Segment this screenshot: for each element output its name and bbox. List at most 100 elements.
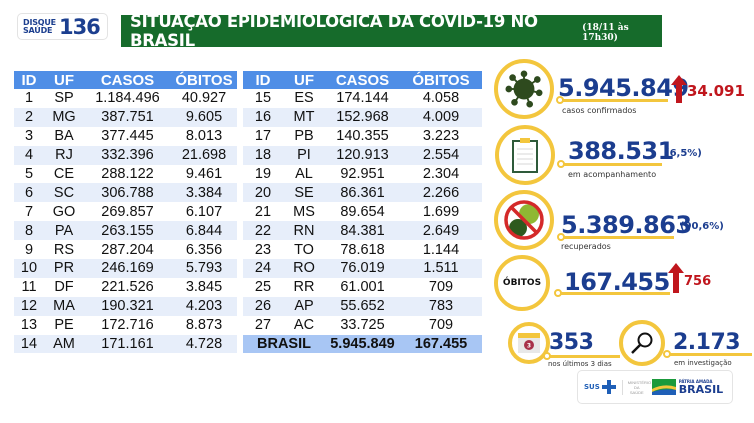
arrow-up-icon <box>671 75 687 103</box>
confirmed-underline <box>560 99 668 102</box>
monitoring-label: em acompanhamento <box>568 170 657 179</box>
cell-obitos: 21.698 <box>181 147 227 164</box>
deaths-badge-circle: ÓBITOS <box>494 255 550 311</box>
cell-uf: AC <box>293 317 315 334</box>
cell-uf: CE <box>53 166 75 182</box>
table-row: 14 AM 171.161 4.728 <box>14 334 237 354</box>
col-uf: UF <box>294 71 314 89</box>
cell-casos: 76.019 <box>340 260 385 277</box>
cell-uf: SC <box>53 184 75 201</box>
cell-uf: PR <box>53 260 75 277</box>
logo-text: DISQUE SAÚDE <box>23 17 56 35</box>
cell-obitos: 6.107 <box>185 203 223 220</box>
cell-id: 19 <box>254 166 272 182</box>
logo-number: 136 <box>58 14 101 39</box>
deaths-delta: 756 <box>684 274 712 289</box>
table-row: 18 PI 120.913 2.554 <box>243 145 482 165</box>
total-casos: 5.945.849 <box>330 336 395 353</box>
cell-uf: MS <box>293 203 315 220</box>
table-row: 17 PB 140.355 3.223 <box>243 127 482 146</box>
table-row: 16 MT 152.968 4.009 <box>243 107 482 127</box>
table-row: 6 SC 306.788 3.384 <box>14 183 237 203</box>
recovered-underline <box>562 236 674 239</box>
table-row: 15 ES 174.144 4.058 <box>243 89 482 108</box>
monitoring-value: 388.531 <box>568 137 674 165</box>
cell-id: 23 <box>254 241 272 258</box>
cell-obitos: 6.356 <box>185 241 223 258</box>
cell-obitos: 40.927 <box>181 90 227 107</box>
table-row: 13 PE 172.716 8.873 <box>14 316 237 335</box>
cell-id: 26 <box>254 298 272 315</box>
table-row: 19 AL 92.951 2.304 <box>243 165 482 184</box>
cell-uf: DF <box>54 279 74 296</box>
cell-obitos: 6.844 <box>185 222 223 239</box>
flag-icon <box>651 379 676 395</box>
recovered-icon-circle <box>494 190 554 250</box>
total-row: BRASIL 5.945.849 167.455 <box>243 334 482 354</box>
cell-id: 15 <box>254 90 272 107</box>
svg-text:3: 3 <box>527 343 531 350</box>
cell-uf: SP <box>54 90 74 107</box>
cell-obitos: 8.873 <box>185 317 223 334</box>
cell-obitos: 2.304 <box>422 166 460 182</box>
cell-obitos: 709 <box>428 279 454 296</box>
cell-obitos: 1.511 <box>423 260 459 277</box>
cell-obitos: 8.013 <box>185 128 223 145</box>
cell-casos: 174.144 <box>336 90 389 107</box>
cell-casos: 61.001 <box>340 279 385 296</box>
cell-casos: 287.204 <box>101 241 154 258</box>
cell-casos: 263.155 <box>101 222 154 239</box>
cell-id: 17 <box>254 128 272 145</box>
cell-uf: MT <box>293 109 315 126</box>
table-row: 2 MG 387.751 9.605 <box>14 107 237 127</box>
cell-casos: 140.355 <box>336 128 389 145</box>
table-row: 10 PR 246.169 5.793 <box>14 259 237 278</box>
cell-id: 12 <box>20 298 38 315</box>
investigation-underline <box>668 353 752 356</box>
last3days-underline <box>548 355 620 358</box>
connector-dot <box>557 160 565 168</box>
cell-id: 6 <box>24 184 34 201</box>
monitoring-pct: (6,5%) <box>665 148 702 159</box>
cell-id: 1 <box>24 90 34 107</box>
page-title: SITUAÇÃO EPIDEMIOLÓGICA DA COVID-19 NO B… <box>130 12 538 50</box>
cell-id: 3 <box>24 128 34 145</box>
cell-obitos: 2.554 <box>422 147 460 164</box>
cell-casos: 377.445 <box>101 128 154 145</box>
cell-uf: RR <box>293 279 315 296</box>
cross-icon <box>601 380 616 394</box>
cell-obitos: 9.605 <box>185 109 223 126</box>
cell-obitos: 1.144 <box>422 241 460 258</box>
table-row: 25 RR 61.001 709 <box>243 278 482 297</box>
cell-casos: 387.751 <box>101 109 154 126</box>
cell-id: 7 <box>24 203 34 220</box>
sus-logo: SUS <box>584 380 616 394</box>
cell-id: 16 <box>254 109 272 126</box>
table-row: 4 RJ 332.396 21.698 <box>14 145 237 165</box>
investigation-label: em investigação <box>674 359 732 367</box>
cell-uf: RO <box>293 260 315 277</box>
cell-obitos: 5.793 <box>185 260 223 277</box>
cell-uf: SE <box>294 184 314 201</box>
cell-uf: MA <box>53 298 75 315</box>
confirmed-label: casos confirmados <box>562 106 637 115</box>
last3days-label: nos últimos 3 dias <box>548 360 612 368</box>
cell-uf: PB <box>294 128 314 145</box>
table-row: 22 RN 84.381 2.649 <box>243 221 482 241</box>
cell-casos: 92.951 <box>340 166 385 182</box>
cell-uf: TO <box>294 241 314 258</box>
cell-id: 8 <box>24 222 34 239</box>
calendar-icon-circle: 3 <box>508 322 550 364</box>
cell-obitos: 4.009 <box>422 109 460 126</box>
table-header: ID UF CASOS ÓBITOS <box>14 71 237 89</box>
table-row: 26 AP 55.652 783 <box>243 296 482 316</box>
cell-obitos: 2.266 <box>422 184 460 201</box>
virus-icon <box>505 70 543 108</box>
disque-saude-logo: DISQUE SAÚDE 136 <box>17 13 108 40</box>
cell-obitos: 3.223 <box>422 128 460 145</box>
table-row: 5 CE 288.122 9.461 <box>14 165 237 184</box>
deaths-badge: ÓBITOS <box>502 278 542 288</box>
cell-obitos: 3.845 <box>185 279 223 296</box>
cell-obitos: 4.203 <box>185 298 223 315</box>
cell-casos: 33.725 <box>340 317 385 334</box>
